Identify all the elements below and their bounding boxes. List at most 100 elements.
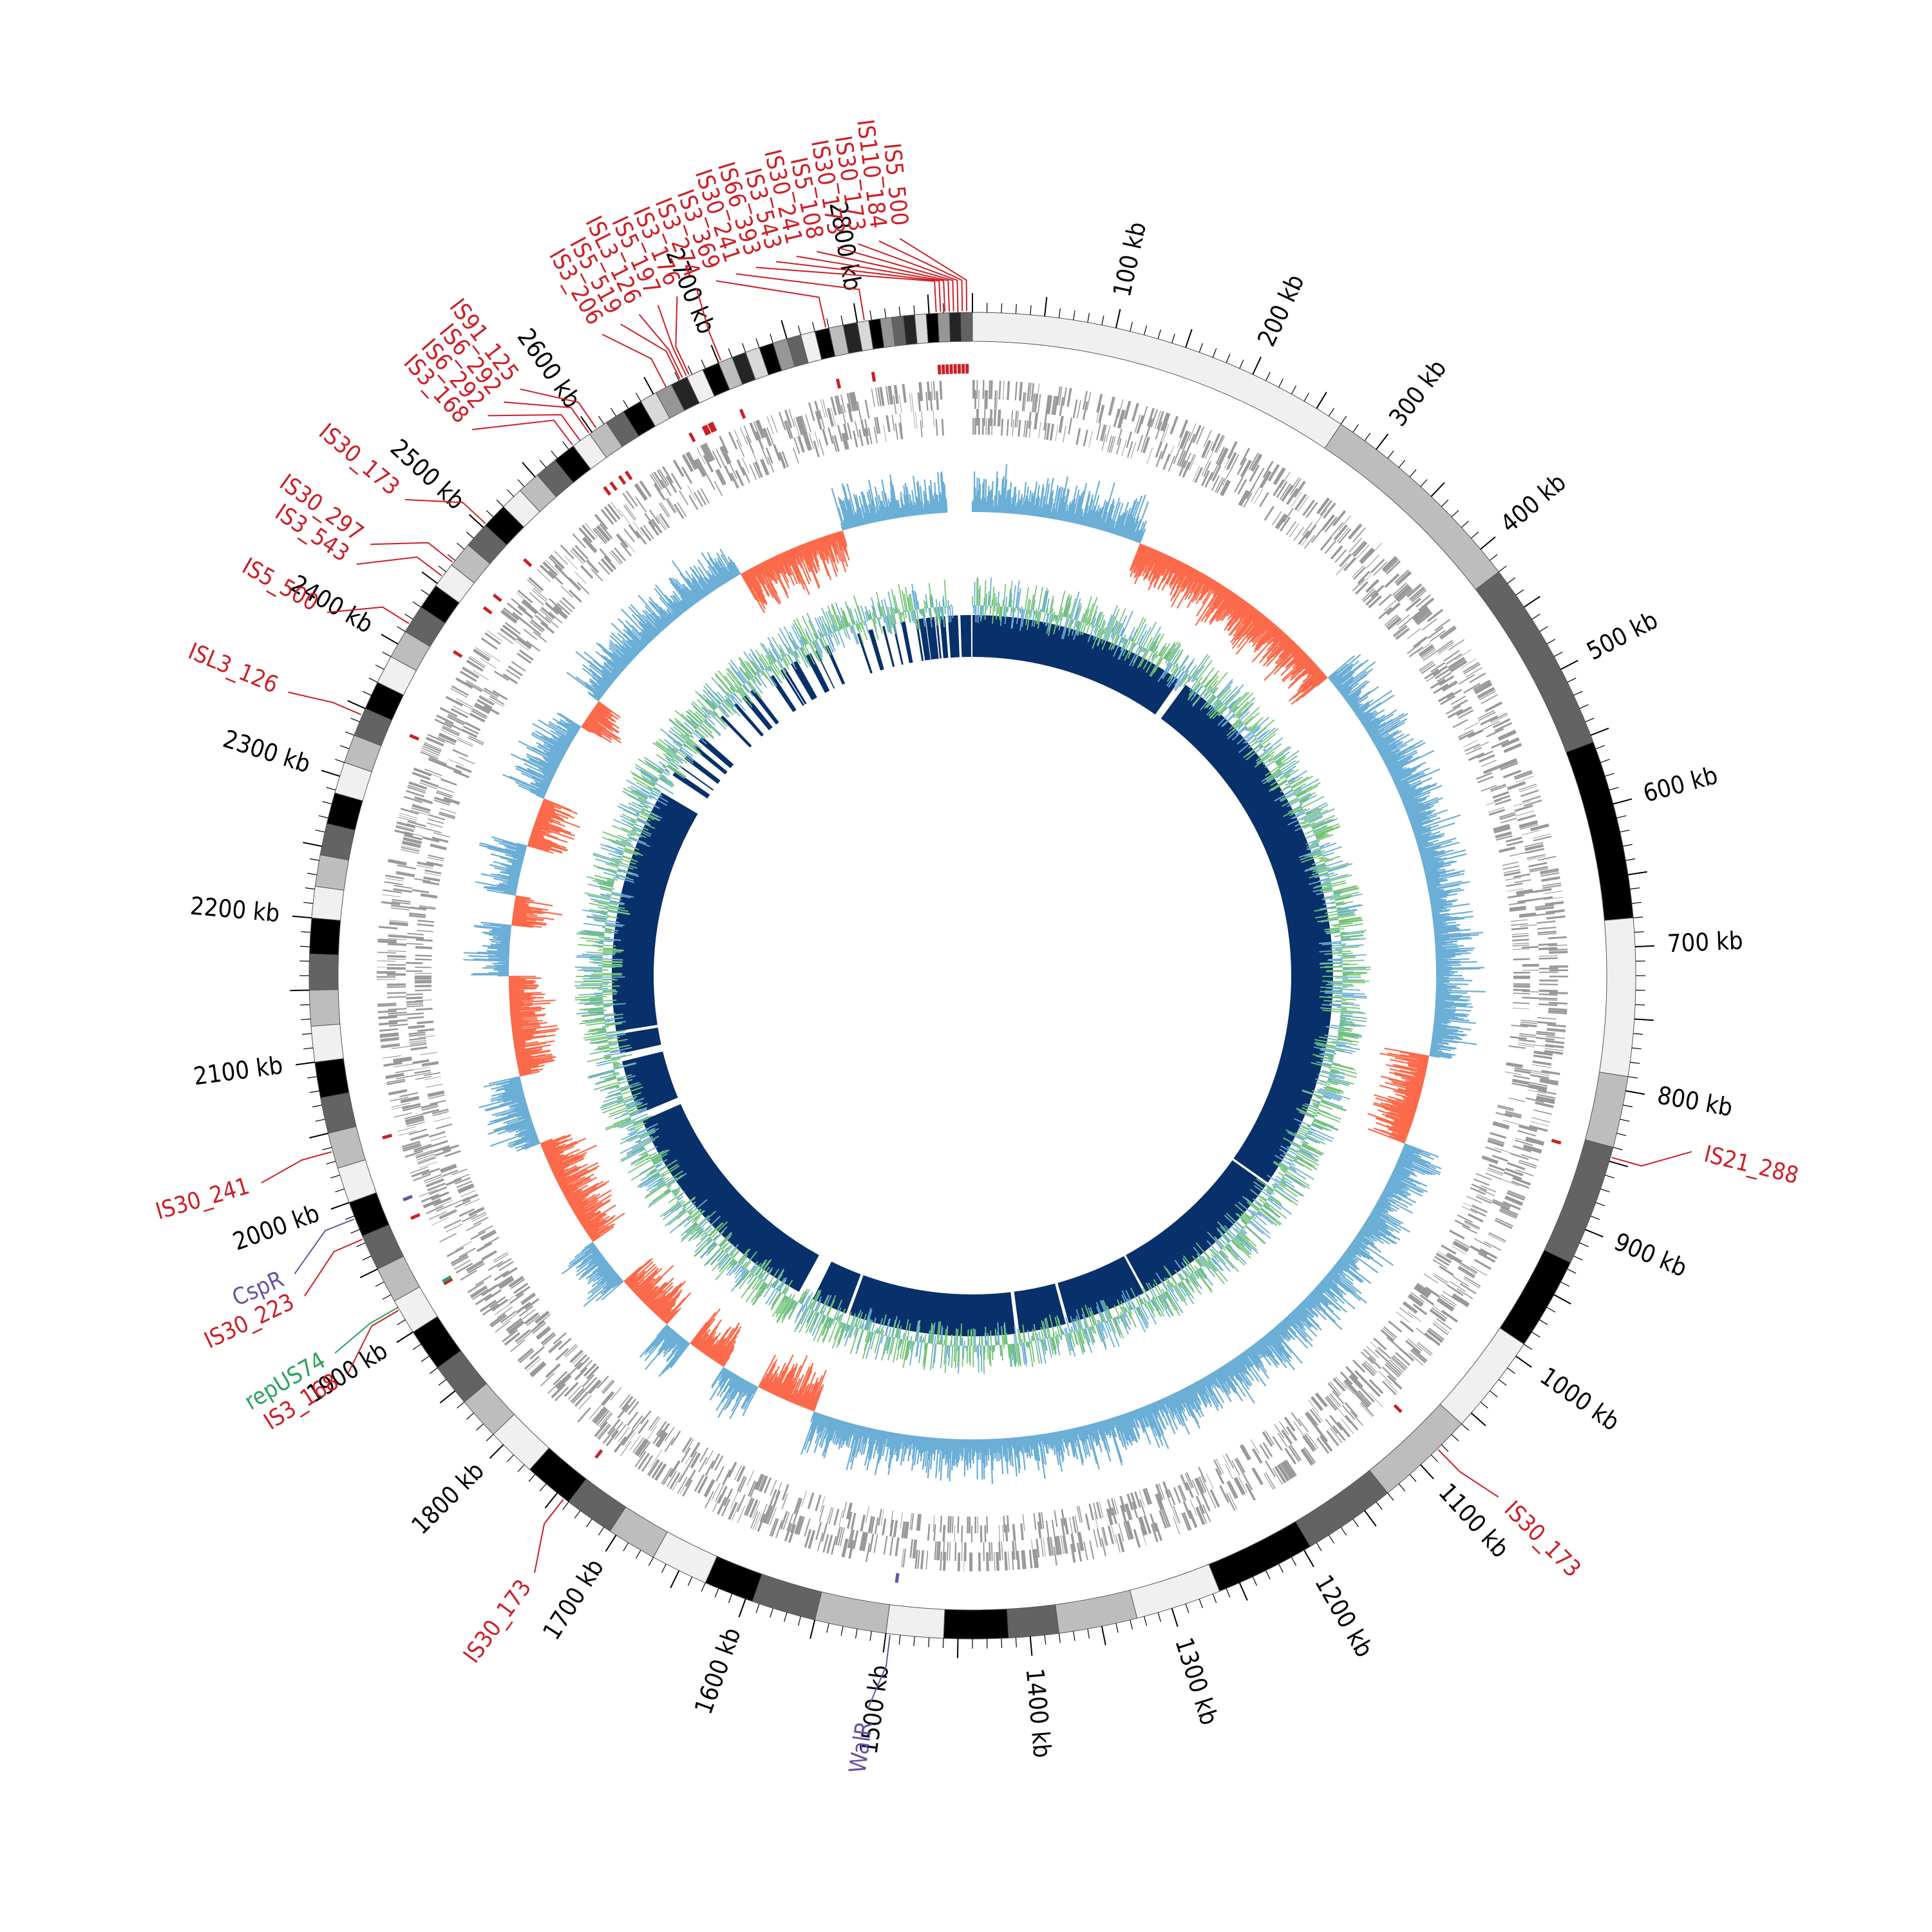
minor-tick (356, 1242, 366, 1247)
minor-tick (598, 1527, 605, 1536)
minor-tick (562, 441, 569, 450)
minor-tick (1252, 1577, 1258, 1586)
major-tick (1316, 392, 1327, 409)
minor-tick (1130, 321, 1133, 332)
feature-marker (701, 426, 709, 436)
major-tick (1420, 1464, 1434, 1480)
minor-tick (1328, 1535, 1335, 1544)
scaffold-ideogram-ring (308, 312, 1636, 1640)
callout-leader (775, 261, 942, 312)
minor-tick (1030, 305, 1032, 315)
minor-tick (1579, 1242, 1589, 1247)
minor-tick (517, 479, 525, 488)
minor-tick (855, 1629, 858, 1639)
callout-leader (356, 556, 442, 576)
gc-content-signal (574, 578, 1371, 1374)
major-tick (1185, 328, 1193, 348)
callout-leader (817, 251, 950, 312)
minor-tick (728, 348, 733, 358)
minor-tick (1226, 1588, 1231, 1598)
minor-tick (457, 1401, 465, 1409)
major-tick (580, 416, 593, 433)
minor-tick (1387, 1492, 1394, 1501)
feature-marker (945, 364, 949, 374)
major-tick (1515, 1355, 1532, 1368)
major-tick (295, 1061, 315, 1066)
minor-tick (687, 365, 693, 375)
minor-tick (562, 1501, 569, 1510)
minor-tick (586, 1519, 592, 1528)
callout-leader (755, 267, 937, 312)
major-tick (1101, 1626, 1106, 1645)
major-tick (1029, 1636, 1033, 1656)
callout-leader (638, 314, 683, 378)
minor-tick (1480, 1401, 1488, 1409)
scaffold-segment (309, 917, 341, 956)
minor-tick (438, 565, 447, 573)
feature-marker (1551, 1139, 1562, 1145)
major-tick (1376, 433, 1389, 450)
minor-tick (1398, 1483, 1406, 1492)
minor-tick (1291, 385, 1297, 395)
minor-tick (1634, 931, 1644, 933)
minor-tick (1546, 638, 1556, 645)
minor-tick (375, 664, 384, 670)
minor-tick (1157, 1612, 1161, 1622)
feature-marker (523, 558, 533, 567)
callout-leader (488, 413, 580, 440)
minor-tick (770, 334, 773, 343)
callout-leader (334, 1307, 397, 1354)
major-tick (439, 1390, 456, 1404)
minor-tick (368, 677, 378, 683)
callout-leader (796, 256, 946, 312)
minor-tick (303, 902, 314, 904)
minor-tick (1539, 626, 1548, 632)
minor-tick (309, 858, 319, 861)
minor-tick (687, 1577, 693, 1586)
minor-tick (1595, 745, 1605, 750)
minor-tick (1130, 1620, 1133, 1630)
callout-leader (520, 388, 597, 429)
major-tick (489, 1444, 504, 1459)
minor-tick (1328, 408, 1335, 417)
minor-tick (1616, 815, 1627, 819)
minor-tick (412, 601, 421, 608)
minor-tick (397, 1319, 406, 1325)
minor-tick (1498, 1379, 1507, 1386)
minor-tick (1633, 916, 1643, 918)
feature-marker (409, 734, 420, 741)
minor-tick (1001, 303, 1003, 314)
minor-tick (1044, 1634, 1046, 1645)
minor-tick (350, 1229, 360, 1234)
major-tick (1553, 1294, 1571, 1305)
feature-marker (961, 364, 965, 374)
callout-leader (347, 1310, 399, 1374)
minor-tick (486, 509, 494, 518)
feature-marker (688, 432, 696, 442)
minor-tick (1212, 348, 1217, 358)
callout-leader (657, 305, 687, 376)
major-tick (605, 1535, 617, 1552)
major-tick (781, 320, 788, 339)
feature-marker (382, 1133, 393, 1140)
minor-tick (1613, 1147, 1623, 1151)
major-tick (1430, 482, 1445, 497)
callout-leader (504, 401, 590, 433)
minor-tick (362, 1255, 372, 1261)
minor-tick (1630, 887, 1640, 890)
minor-tick (840, 315, 844, 325)
minor-tick (326, 787, 336, 791)
callout-leader (327, 606, 410, 624)
feature-marker (493, 593, 502, 602)
minor-tick (1616, 1133, 1627, 1136)
minor-tick (1524, 1343, 1533, 1350)
minor-tick (1605, 773, 1615, 777)
minor-tick (1573, 690, 1583, 696)
minor-tick (1073, 1631, 1075, 1641)
scaffold-segment (314, 1058, 350, 1099)
minor-tick (1441, 1444, 1449, 1452)
scaffold-segment (886, 1604, 945, 1639)
major-tick (309, 1132, 328, 1139)
scaffold-segment (310, 1023, 344, 1063)
minor-tick (1573, 1255, 1583, 1261)
